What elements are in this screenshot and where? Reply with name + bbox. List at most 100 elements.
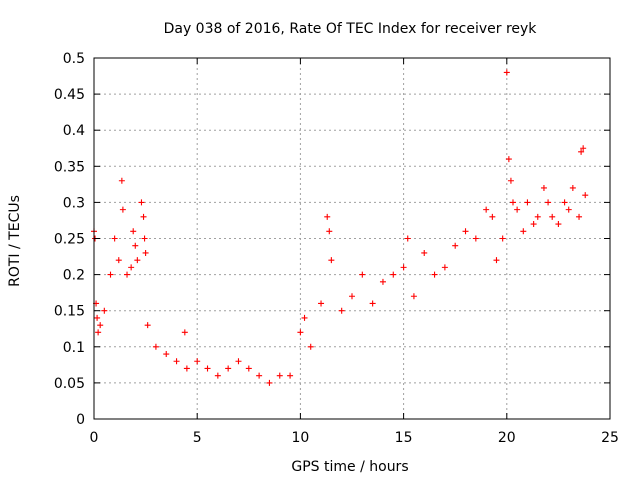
- data-point: [580, 145, 587, 152]
- data-point: [534, 213, 541, 220]
- data-point: [421, 249, 428, 256]
- data-point: [318, 300, 325, 307]
- data-point: [452, 242, 459, 249]
- y-tick-label: 0.4: [63, 123, 85, 139]
- data-point: [505, 156, 512, 163]
- data-points: [91, 69, 589, 386]
- data-point: [530, 221, 537, 228]
- data-point: [95, 329, 102, 336]
- data-point: [266, 379, 273, 386]
- data-point: [144, 322, 151, 329]
- data-point: [328, 257, 335, 264]
- data-point: [324, 213, 331, 220]
- data-point: [140, 213, 147, 220]
- data-point: [565, 206, 572, 213]
- data-point: [181, 329, 188, 336]
- data-point: [235, 358, 242, 365]
- data-point: [183, 365, 190, 372]
- data-point: [142, 249, 149, 256]
- data-point: [493, 257, 500, 264]
- x-tick-label: 0: [90, 430, 99, 446]
- data-point: [561, 199, 568, 206]
- data-point: [111, 235, 118, 242]
- data-point: [107, 271, 114, 278]
- data-point: [520, 228, 527, 235]
- data-point: [359, 271, 366, 278]
- y-tick-label: 0.1: [63, 340, 85, 356]
- data-point: [514, 206, 521, 213]
- x-tick-label: 20: [498, 430, 516, 446]
- data-point: [503, 69, 510, 76]
- data-point: [400, 264, 407, 271]
- plot-frame: [93, 57, 611, 420]
- data-point: [499, 235, 506, 242]
- data-point: [326, 228, 333, 235]
- y-tick-label: 0.05: [54, 376, 85, 392]
- data-point: [287, 372, 294, 379]
- data-point: [152, 343, 159, 350]
- y-tick-label: 0: [76, 412, 85, 428]
- chart-title: Day 038 of 2016, Rate Of TEC Index for r…: [164, 21, 538, 37]
- y-tick-label: 0.5: [63, 51, 85, 67]
- data-point: [576, 213, 583, 220]
- data-point: [555, 221, 562, 228]
- data-point: [301, 314, 308, 321]
- y-tick-label: 0.3: [63, 195, 85, 211]
- data-point: [410, 293, 417, 300]
- y-axis-label: ROTI / TECUs: [7, 195, 23, 287]
- data-point: [128, 264, 135, 271]
- data-point: [101, 307, 108, 314]
- data-point: [404, 235, 411, 242]
- data-point: [214, 372, 221, 379]
- data-point: [462, 228, 469, 235]
- data-point: [94, 314, 101, 321]
- data-point: [524, 199, 531, 206]
- data-point: [225, 365, 232, 372]
- y-tick-label: 0.25: [54, 232, 85, 248]
- y-tick-label: 0.45: [54, 87, 85, 103]
- x-axis-label: GPS time / hours: [291, 459, 408, 475]
- data-point: [489, 213, 496, 220]
- x-tick-label: 15: [395, 430, 413, 446]
- data-point: [390, 271, 397, 278]
- data-point: [134, 257, 141, 264]
- data-point: [115, 257, 122, 264]
- data-point: [173, 358, 180, 365]
- data-point: [97, 322, 104, 329]
- x-tick-label: 25: [601, 430, 619, 446]
- y-tick-label: 0.2: [63, 268, 85, 284]
- data-point: [194, 358, 201, 365]
- x-tick-label: 5: [193, 430, 202, 446]
- y-tick-label: 0.15: [54, 304, 85, 320]
- x-tick-label: 10: [291, 430, 309, 446]
- data-point: [307, 343, 314, 350]
- data-point: [338, 307, 345, 314]
- data-point: [472, 235, 479, 242]
- data-point: [132, 242, 139, 249]
- data-point: [141, 235, 148, 242]
- data-point: [118, 177, 125, 184]
- data-point: [545, 199, 552, 206]
- data-point: [297, 329, 304, 336]
- data-point: [138, 199, 145, 206]
- data-point: [507, 177, 514, 184]
- data-point: [582, 192, 589, 199]
- data-point: [578, 148, 585, 155]
- data-point: [569, 184, 576, 191]
- data-point: [431, 271, 438, 278]
- data-point: [276, 372, 283, 379]
- data-point: [130, 228, 137, 235]
- data-point: [549, 213, 556, 220]
- data-point: [509, 199, 516, 206]
- data-point: [124, 271, 131, 278]
- y-tick-label: 0.35: [54, 159, 85, 175]
- grid: [94, 58, 610, 419]
- data-point: [379, 278, 386, 285]
- data-point: [483, 206, 490, 213]
- data-point: [245, 365, 252, 372]
- data-point: [369, 300, 376, 307]
- data-point: [204, 365, 211, 372]
- data-point: [349, 293, 355, 300]
- data-point: [163, 351, 170, 358]
